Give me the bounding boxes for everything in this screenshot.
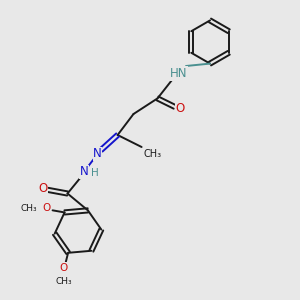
Text: O: O [38,182,47,195]
Text: H: H [91,168,98,178]
Text: O: O [43,203,51,213]
Text: CH₃: CH₃ [144,149,162,159]
Text: CH₃: CH₃ [55,277,72,286]
Text: O: O [59,263,68,273]
Text: N: N [93,147,102,160]
Text: HN: HN [170,67,187,80]
Text: CH₃: CH₃ [20,204,37,213]
Text: O: O [176,102,184,115]
Text: N: N [80,165,88,178]
